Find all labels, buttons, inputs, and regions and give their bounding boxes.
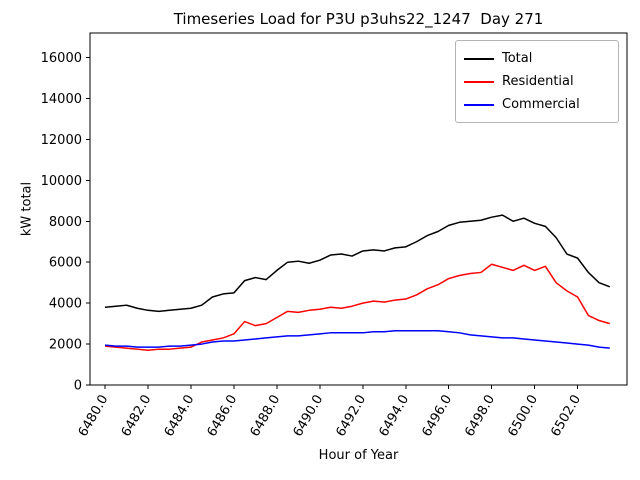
legend-line-total-icon	[464, 57, 494, 60]
legend-item-total: Total	[464, 47, 610, 70]
x-tick-label: 6488.0	[248, 393, 284, 440]
x-axis-label: Hour of Year	[318, 448, 399, 463]
x-tick-label: 6490.0	[291, 393, 327, 440]
legend: Total Residential Commercial	[455, 40, 619, 123]
y-tick-label: 6000	[49, 256, 82, 271]
y-tick-label: 2000	[49, 338, 82, 353]
chart-title: Timeseries Load for P3U p3uhs22_1247 Day…	[173, 10, 544, 28]
x-tick-label: 6486.0	[205, 393, 241, 440]
y-axis-label: kW total	[19, 181, 35, 237]
y-tick-label: 4000	[49, 297, 82, 312]
series-line-commercial	[104, 330, 610, 349]
y-tick-label: 16000	[41, 51, 82, 66]
legend-label-residential: Residential	[502, 74, 574, 89]
x-tick-label: 6502.0	[548, 393, 584, 440]
y-tick-label: 8000	[49, 215, 82, 230]
series-line-residential	[104, 263, 611, 351]
y-tick-label: 10000	[41, 174, 82, 189]
y-tick-label: 0	[74, 379, 82, 394]
legend-label-total: Total	[502, 51, 533, 66]
y-tick-label: 14000	[41, 92, 82, 107]
legend-line-residential-icon	[464, 80, 494, 83]
x-tick-label: 6484.0	[162, 393, 198, 440]
series-line-total	[104, 214, 611, 313]
legend-item-commercial: Commercial	[464, 93, 610, 116]
x-tick-label: 6492.0	[334, 393, 370, 440]
legend-line-commercial-icon	[464, 103, 494, 106]
x-tick-label: 6494.0	[376, 393, 412, 440]
y-tick-label: 12000	[41, 133, 82, 148]
legend-label-commercial: Commercial	[502, 97, 580, 112]
x-tick-label: 6482.0	[119, 393, 155, 440]
x-tick-label: 6498.0	[462, 393, 498, 440]
x-tick-label: 6500.0	[505, 393, 541, 440]
x-tick-label: 6496.0	[419, 393, 455, 440]
legend-item-residential: Residential	[464, 70, 610, 93]
axes-spines	[89, 32, 628, 386]
x-tick-label: 6480.0	[76, 393, 112, 440]
